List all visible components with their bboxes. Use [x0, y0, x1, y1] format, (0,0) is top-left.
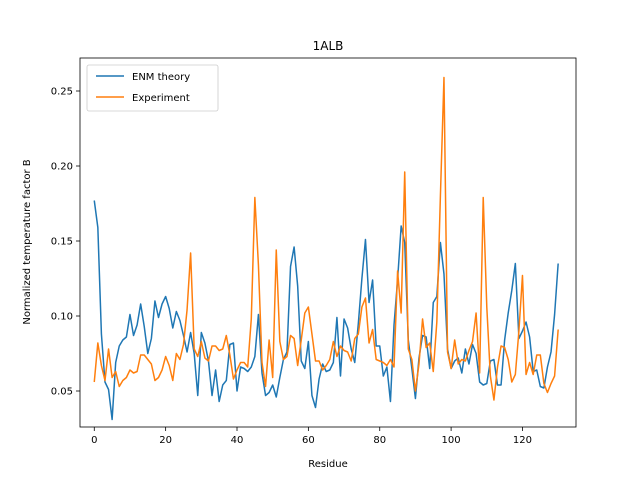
x-tick-label: 20: [159, 435, 172, 446]
y-axis-label: Normalized temperature factor B: [22, 159, 33, 324]
x-tick-label: 60: [302, 435, 315, 446]
y-tick-label: 0.05: [51, 387, 73, 398]
y-axis: 0.05 0.10 0.15 0.20 0.25: [51, 87, 80, 398]
x-tick-label: 40: [231, 435, 244, 446]
y-tick-label: 0.15: [51, 237, 73, 248]
series-layer: [93, 76, 559, 421]
axes-frame: [79, 57, 577, 428]
series-line-experiment: [93, 76, 559, 401]
x-axis: 0 20 40 60 80 100 120: [91, 427, 532, 446]
x-tick-label: 100: [442, 435, 461, 446]
y-tick-label: 0.20: [51, 162, 73, 173]
legend: ENM theory Experiment: [86, 64, 219, 112]
x-tick-label: 120: [513, 435, 532, 446]
legend-label-experiment: Experiment: [132, 93, 190, 104]
x-tick-label: 0: [91, 435, 97, 446]
legend-label-enm-theory: ENM theory: [132, 72, 190, 83]
x-tick-label: 80: [373, 435, 386, 446]
chart-title: 1ALB: [313, 39, 344, 53]
series-line-enm-theory: [93, 200, 559, 421]
y-tick-label: 0.25: [51, 87, 73, 98]
x-axis-label: Residue: [308, 459, 347, 470]
y-tick-label: 0.10: [51, 312, 73, 323]
